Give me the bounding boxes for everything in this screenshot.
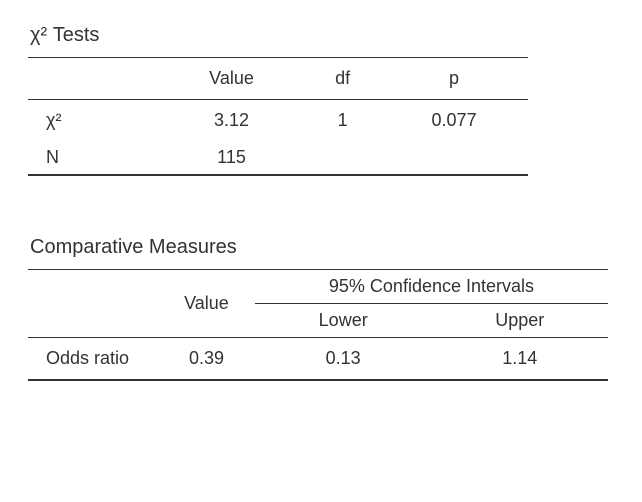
chi2-header-p: p (380, 58, 528, 100)
comparative-measures-section: Comparative Measures Value 95% Confidenc… (28, 236, 614, 381)
chi2-row-df: 1 (305, 100, 380, 142)
compmeas-row-label: Odds ratio (28, 338, 158, 381)
chi2-title: χ² Tests (28, 24, 614, 47)
chi2-row-label: N (28, 141, 158, 175)
compmeas-row: Odds ratio 0.39 0.13 1.14 (28, 338, 608, 381)
chi2-row-p: 0.077 (380, 100, 528, 142)
compmeas-header-ci: 95% Confidence Intervals (255, 270, 608, 304)
chi2-row-df (305, 141, 380, 175)
chi2-row-p (380, 141, 528, 175)
chi-square-tests-section: χ² Tests Value df p χ² 3.12 1 0.077 N 11… (28, 24, 614, 176)
chi2-header-empty (28, 58, 158, 100)
chi2-row-label: χ² (28, 100, 158, 142)
chi2-header-df: df (305, 58, 380, 100)
compmeas-row-value: 0.39 (158, 338, 255, 381)
chi2-row: χ² 3.12 1 0.077 (28, 100, 528, 142)
chi2-row-value: 115 (158, 141, 305, 175)
compmeas-header-upper: Upper (431, 304, 608, 338)
chi2-row: N 115 (28, 141, 528, 175)
compmeas-table: Value 95% Confidence Intervals Lower Upp… (28, 269, 608, 381)
compmeas-header-row-1: Value 95% Confidence Intervals (28, 270, 608, 304)
chi2-header-value: Value (158, 58, 305, 100)
compmeas-row-upper: 1.14 (431, 338, 608, 381)
compmeas-header-empty (28, 270, 158, 338)
chi2-header-row: Value df p (28, 58, 528, 100)
compmeas-header-lower: Lower (255, 304, 432, 338)
compmeas-title: Comparative Measures (28, 236, 614, 259)
chi2-table: Value df p χ² 3.12 1 0.077 N 115 (28, 57, 528, 176)
compmeas-row-lower: 0.13 (255, 338, 432, 381)
chi2-row-value: 3.12 (158, 100, 305, 142)
compmeas-header-value: Value (158, 270, 255, 338)
